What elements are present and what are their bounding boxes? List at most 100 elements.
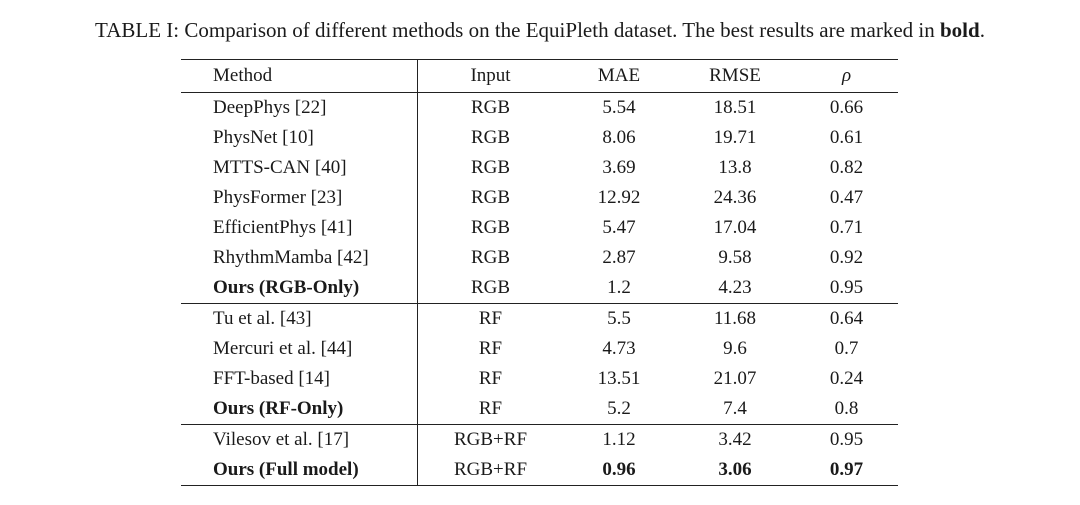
cell-method-text: Mercuri et al. [44]: [213, 338, 353, 359]
table-header: Method Input MAE RMSE ρ: [181, 59, 898, 93]
cell-mae: 8.06: [602, 127, 636, 148]
cell-mae: 1.12: [563, 424, 675, 455]
cell-method-text: RhythmMamba [42]: [213, 247, 369, 268]
table-row: PhysFormer [23] RGB 12.92 24.36 0.47: [181, 183, 898, 213]
cell-rho: 0.95: [795, 424, 898, 455]
cell-input: RGB: [417, 213, 563, 243]
table-row: FFT-based [14] RF 13.51 21.07 0.24: [181, 364, 898, 394]
cell-method: Ours (RF-Only): [181, 394, 418, 425]
cell-rho: 0.95: [829, 277, 864, 298]
cell-input: RGB+RF: [417, 424, 563, 455]
cell-rmse: 13.8: [718, 157, 752, 178]
table-row: Ours (RGB-Only) RGB 1.2 4.23 0.95: [181, 273, 898, 304]
header-mae: MAE: [563, 59, 675, 93]
cell-input: RGB: [417, 153, 563, 183]
cell-method: PhysNet [10]: [181, 123, 418, 153]
cell-rho: 0.7: [834, 338, 859, 359]
cell-input: RGB: [417, 243, 563, 273]
cell-method: DeepPhys [22]: [181, 93, 418, 124]
cell-rmse: 24.36: [713, 187, 757, 208]
header-method-label: Method: [213, 65, 273, 86]
cell-method: Ours (Full model): [181, 455, 418, 486]
cell-rmse: 19.71: [713, 127, 757, 148]
cell-rho: 0.66: [829, 97, 864, 118]
cell-mae: 1.2: [607, 277, 631, 298]
cell-method-text: Ours (RGB-Only): [213, 277, 360, 298]
cell-rho: 0.64: [795, 303, 898, 334]
cell-method-text: MTTS-CAN [40]: [213, 157, 347, 178]
cell-rmse: 17.04: [713, 217, 757, 238]
table-body: DeepPhys [22] RGB 5.54 18.51 0.66 PhysNet [10…: [181, 92, 898, 486]
table-caption: TABLE I: Comparison of different methods…: [0, 16, 1080, 44]
cell-method-text: FFT-based [14]: [213, 368, 330, 389]
cell-rho: 0.71: [829, 217, 864, 238]
header-input: Input: [417, 59, 563, 93]
cell-input: RGB: [417, 183, 563, 213]
cell-rho: 0.47: [829, 187, 864, 208]
cell-method: FFT-based [14]: [181, 364, 418, 394]
table-row: EfficientPhys [41] RGB 5.47 17.04 0.71: [181, 213, 898, 243]
cell-mae: 5.47: [602, 217, 636, 238]
cell-method-text: EfficientPhys [41]: [213, 217, 353, 238]
results-table-container: Method Input MAE RMSE ρ DeepPhys [22] RGB…: [181, 59, 898, 486]
cell-rmse: 21.07: [713, 368, 757, 389]
cell-method: EfficientPhys [41]: [181, 213, 418, 243]
cell-rmse: 3.42: [675, 424, 795, 455]
cell-mae: 4.73: [602, 338, 636, 359]
cell-mae: 0.96: [563, 455, 675, 486]
caption-suffix: .: [979, 18, 985, 42]
cell-rmse: 18.51: [713, 97, 757, 118]
table-row: Tu et al. [43] RF 5.5 11.68 0.64: [181, 303, 898, 334]
cell-rmse: 9.6: [723, 338, 747, 359]
header-rho: ρ: [795, 59, 898, 93]
cell-mae: 13.51: [597, 368, 641, 389]
cell-input: RF: [417, 334, 563, 364]
cell-rmse: 9.58: [718, 247, 752, 268]
caption-text: TABLE I: Comparison of different methods…: [95, 18, 940, 42]
header-row: Method Input MAE RMSE ρ: [181, 59, 898, 93]
cell-mae: 3.69: [602, 157, 636, 178]
table-row: Mercuri et al. [44] RF 4.73 9.6 0.7: [181, 334, 898, 364]
cell-input: RGB: [417, 92, 563, 123]
cell-method: Mercuri et al. [44]: [181, 334, 418, 364]
cell-method: RhythmMamba [42]: [181, 243, 418, 273]
cell-input: RGB: [417, 273, 563, 304]
cell-rho: 0.61: [829, 127, 864, 148]
cell-mae: 2.87: [602, 247, 636, 268]
table-row: Ours (Full model) RGB+RF 0.96 3.06 0.97: [181, 455, 898, 486]
header-rmse: RMSE: [675, 59, 795, 93]
header-method: Method: [181, 59, 418, 93]
cell-method: Ours (RGB-Only): [181, 273, 418, 304]
cell-rmse: 4.23: [718, 277, 752, 298]
cell-method: Vilesov et al. [17]: [181, 424, 418, 455]
table-row: PhysNet [10] RGB 8.06 19.71 0.61: [181, 123, 898, 153]
cell-rho: 0.24: [829, 368, 864, 389]
table-row: MTTS-CAN [40] RGB 3.69 13.8 0.82: [181, 153, 898, 183]
results-table: Method Input MAE RMSE ρ DeepPhys [22] RGB…: [181, 59, 898, 486]
cell-method-text: Vilesov et al. [17]: [213, 429, 350, 450]
cell-method: PhysFormer [23]: [181, 183, 418, 213]
cell-method-text: PhysNet [10]: [213, 127, 314, 148]
cell-mae: 5.54: [602, 97, 636, 118]
cell-input: RF: [417, 364, 563, 394]
cell-mae: 5.5: [563, 303, 675, 334]
table-row: Ours (RF-Only) RF 5.2 7.4 0.8: [181, 394, 898, 425]
table-row: RhythmMamba [42] RGB 2.87 9.58 0.92: [181, 243, 898, 273]
caption-bold-word: bold: [939, 18, 980, 42]
table-row: Vilesov et al. [17] RGB+RF 1.12 3.42 0.95: [181, 424, 898, 455]
cell-rho: 0.97: [795, 455, 898, 486]
cell-method-text: PhysFormer [23]: [213, 187, 343, 208]
cell-rmse: 3.06: [675, 455, 795, 486]
cell-method: Tu et al. [43]: [181, 303, 418, 334]
cell-method-text: Tu et al. [43]: [213, 308, 312, 329]
cell-rho: 0.8: [834, 398, 859, 419]
cell-method-text: Ours (Full model): [213, 459, 359, 480]
cell-input: RF: [417, 394, 563, 425]
cell-method: MTTS-CAN [40]: [181, 153, 418, 183]
cell-input: RGB: [417, 123, 563, 153]
cell-input: RF: [417, 303, 563, 334]
cell-method-text: Ours (RF-Only): [213, 398, 344, 419]
table-row: DeepPhys [22] RGB 5.54 18.51 0.66: [181, 92, 898, 124]
cell-mae: 12.92: [597, 187, 641, 208]
cell-rho: 0.92: [829, 247, 864, 268]
